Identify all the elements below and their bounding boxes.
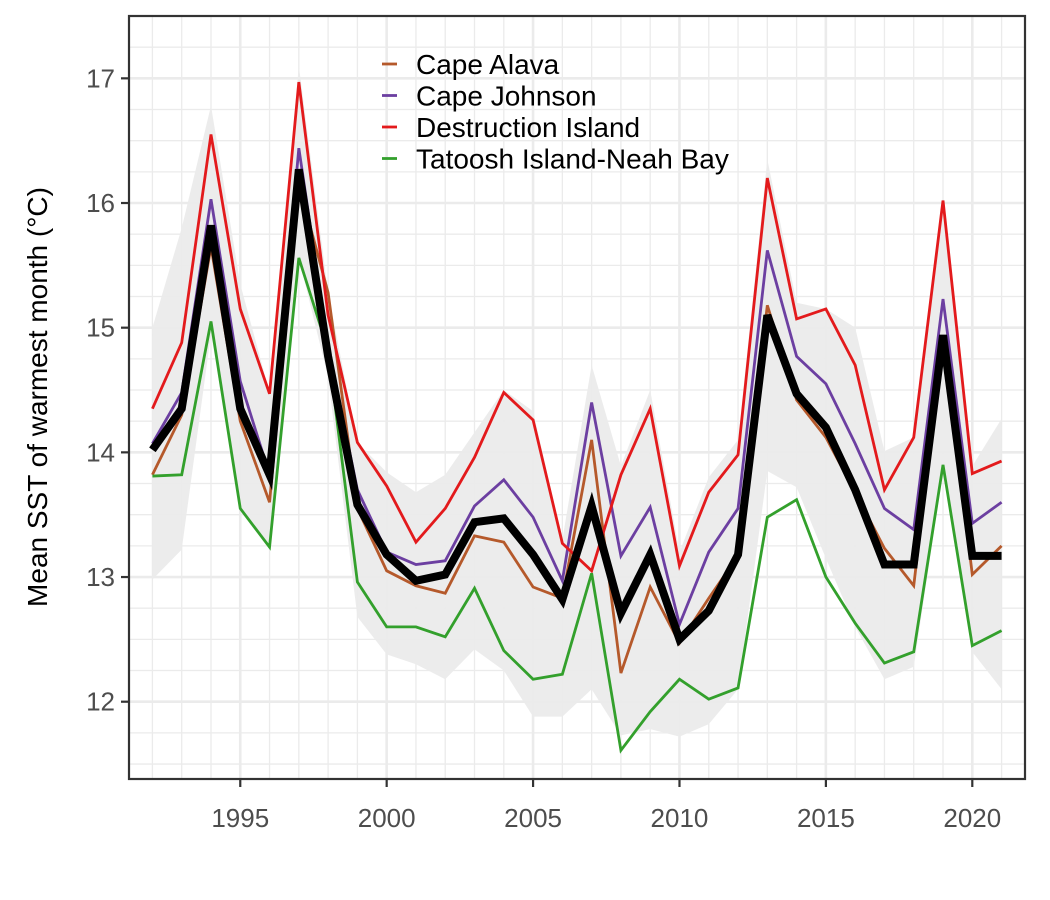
y-axis-title: Mean SST of warmest month (°C) <box>22 187 53 607</box>
y-tick-label: 14 <box>86 437 115 467</box>
y-tick-label: 12 <box>86 687 115 717</box>
x-tick-label: 2020 <box>943 803 1001 833</box>
x-tick-label: 2000 <box>358 803 416 833</box>
series-line-mean <box>149 168 1002 647</box>
series-line-tatoosh-island-neah-bay <box>152 257 1003 754</box>
legend-label: Destruction Island <box>416 112 640 143</box>
legend-label: Cape Alava <box>416 49 560 80</box>
x-tick-label: 2010 <box>651 803 709 833</box>
x-tick-label: 2015 <box>797 803 855 833</box>
legend-label: Cape Johnson <box>416 81 597 112</box>
band-area <box>152 65 1002 737</box>
y-axis: 12 13 14 15 16 17 <box>86 63 129 717</box>
plot-panel-border <box>127 14 1027 781</box>
x-tick-label: 2005 <box>504 803 562 833</box>
y-tick-label: 16 <box>86 188 115 218</box>
y-tick-label: 15 <box>86 313 115 343</box>
y-tick-label: 13 <box>86 562 115 592</box>
series-lines <box>149 81 1003 754</box>
y-tick-label: 17 <box>86 63 115 93</box>
x-axis: 1995 2000 2005 2010 2015 2020 <box>211 779 1001 833</box>
range-band <box>152 65 1002 737</box>
legend-label: Tatoosh Island-Neah Bay <box>416 144 729 175</box>
x-tick-label: 1995 <box>211 803 269 833</box>
